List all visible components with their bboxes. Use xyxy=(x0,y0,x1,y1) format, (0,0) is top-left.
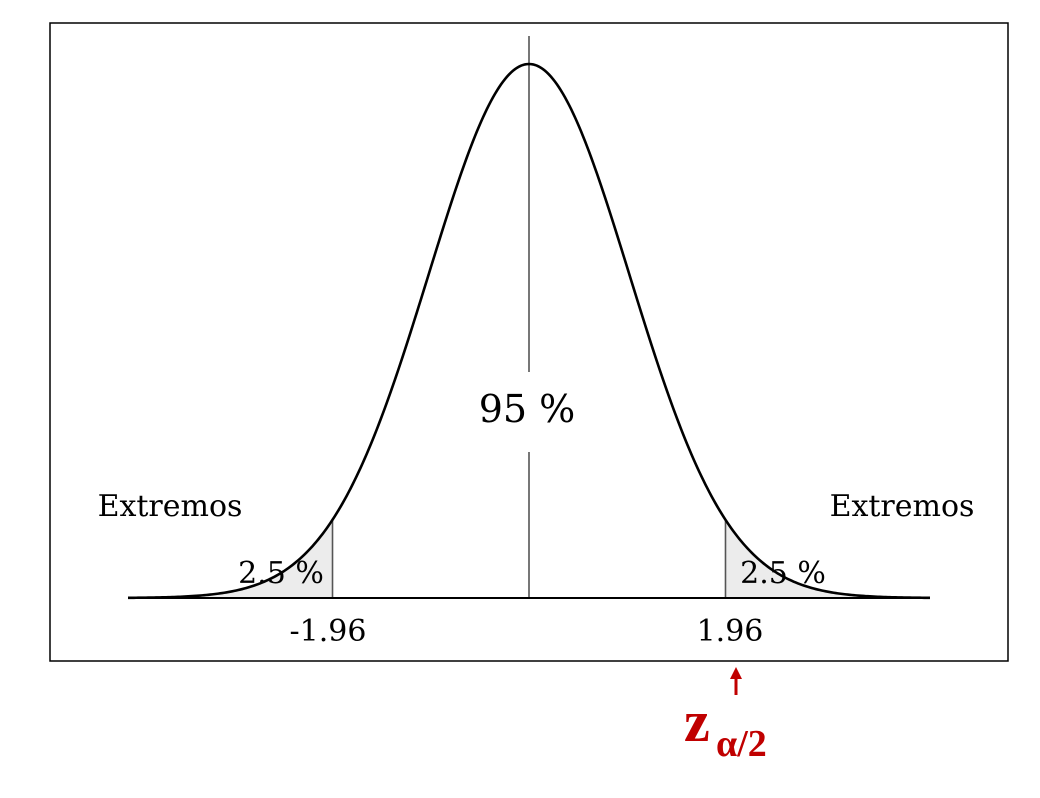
tick-label-negative: -1.96 xyxy=(290,614,367,649)
z-symbol: z xyxy=(684,689,710,754)
center-percent-label: 95 % xyxy=(479,387,576,431)
up-arrow-head xyxy=(730,667,742,679)
density-curve xyxy=(127,62,931,600)
right-tail-percent-label: 2.5 % xyxy=(740,556,826,591)
right-tail-area xyxy=(725,519,930,598)
left-tail-area xyxy=(128,519,333,598)
z-alpha-annotation: z α/2 xyxy=(684,667,767,765)
left-extremos-label: Extremos xyxy=(98,489,243,524)
tick-label-positive: 1.96 xyxy=(697,614,764,649)
plot-frame xyxy=(49,22,1009,662)
right-extremos-label: Extremos xyxy=(830,489,975,524)
left-tail-percent-label: 2.5 % xyxy=(238,556,324,591)
z-subscript: α/2 xyxy=(716,723,767,765)
